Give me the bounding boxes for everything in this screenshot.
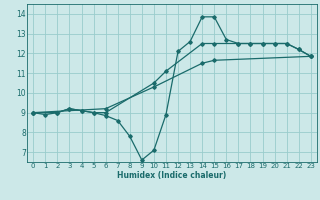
X-axis label: Humidex (Indice chaleur): Humidex (Indice chaleur) xyxy=(117,171,227,180)
